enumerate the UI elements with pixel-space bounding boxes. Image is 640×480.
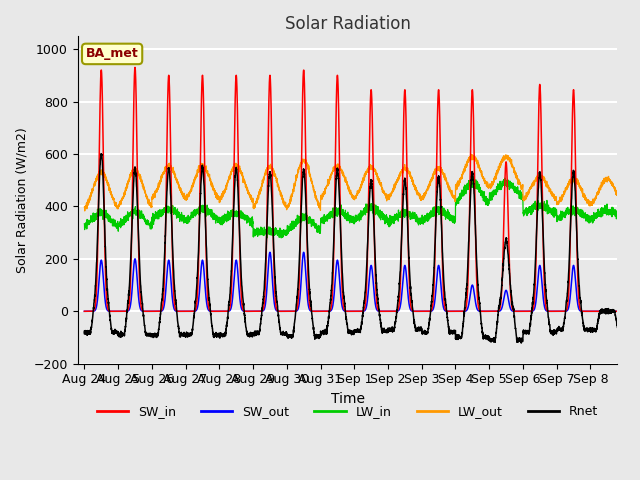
SW_out (81, 309, 88, 314)
Line: SW_in: SW_in (84, 67, 624, 312)
SW_in (81, 309, 88, 314)
LW_out (403, 168, 411, 173)
LW_out (529, 182, 536, 188)
Line: Rnet: Rnet (84, 154, 624, 343)
Rnet (502, 235, 510, 241)
LW_out (81, 204, 88, 210)
Line: SW_out: SW_out (84, 252, 624, 312)
LW_in (403, 210, 411, 216)
Rnet (97, 151, 105, 156)
SW_out (620, 309, 628, 314)
Legend: SW_in, SW_out, LW_in, LW_out, Rnet: SW_in, SW_out, LW_in, LW_out, Rnet (92, 400, 603, 423)
LW_out (468, 152, 476, 157)
SW_out (374, 308, 382, 314)
SW_in (529, 307, 536, 313)
SW_in (131, 64, 139, 70)
SW_in (543, 307, 550, 312)
LW_out (620, 310, 628, 316)
Title: Solar Radiation: Solar Radiation (285, 15, 410, 33)
LW_out (543, 182, 550, 188)
LW_in (543, 205, 550, 211)
Rnet (403, 210, 411, 216)
Rnet (529, 300, 537, 306)
SW_out (266, 250, 274, 255)
LW_in (469, 174, 477, 180)
SW_out (193, 308, 200, 313)
X-axis label: Time: Time (330, 392, 365, 406)
SW_in (502, 160, 510, 166)
SW_in (403, 180, 411, 186)
LW_out (193, 174, 200, 180)
Rnet (517, 340, 525, 346)
SW_out (502, 288, 510, 293)
SW_out (543, 308, 550, 314)
Rnet (193, 287, 200, 293)
Text: BA_met: BA_met (86, 48, 138, 60)
SW_out (403, 282, 411, 288)
SW_in (620, 309, 628, 314)
LW_in (374, 213, 382, 218)
Y-axis label: Solar Radiation (W/m2): Solar Radiation (W/m2) (15, 127, 28, 273)
Line: LW_out: LW_out (84, 155, 624, 313)
Rnet (374, 300, 382, 306)
Rnet (620, 308, 628, 313)
LW_in (193, 209, 200, 215)
LW_in (502, 180, 510, 186)
LW_out (502, 154, 510, 160)
SW_in (193, 303, 200, 309)
Line: LW_in: LW_in (84, 177, 624, 311)
Rnet (81, 331, 88, 336)
Rnet (543, 297, 550, 303)
LW_in (529, 208, 536, 214)
SW_in (374, 307, 382, 313)
LW_out (374, 174, 382, 180)
LW_in (620, 308, 628, 313)
SW_out (529, 308, 536, 314)
LW_in (81, 221, 88, 227)
